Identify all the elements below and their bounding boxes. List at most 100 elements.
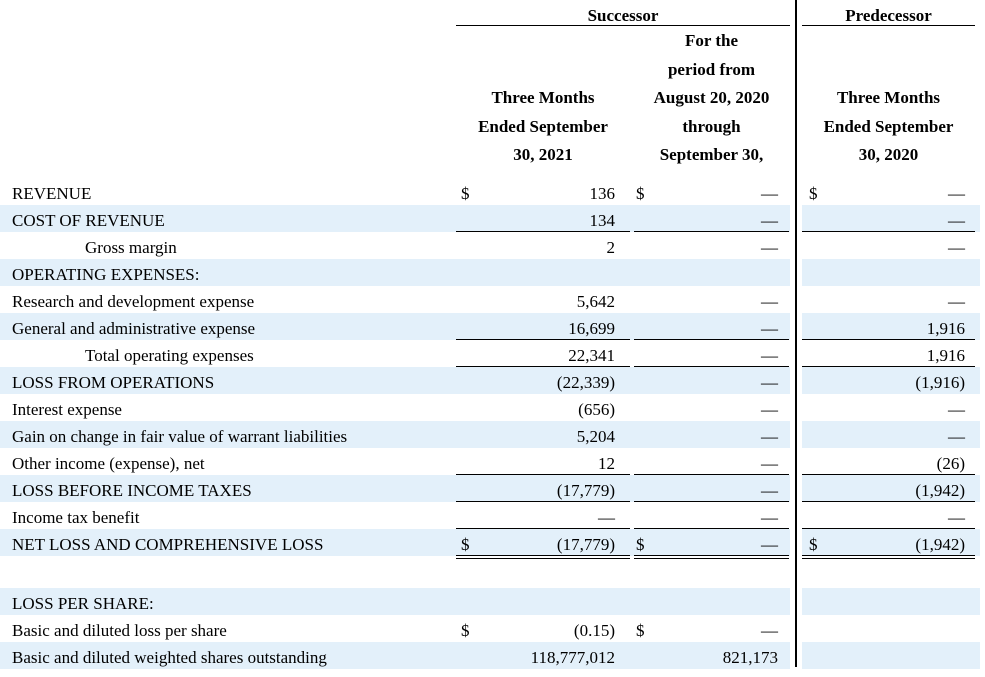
- cell-c3: (1,942): [915, 481, 965, 500]
- rule: [634, 339, 789, 340]
- cell-c1: 5,204: [576, 427, 615, 446]
- rule: [634, 474, 789, 475]
- currency-symbol: $: [636, 184, 645, 203]
- cell-c1: 22,341: [568, 346, 615, 365]
- cell-c3: —: [948, 211, 965, 230]
- rule: [802, 231, 975, 232]
- row-label: Research and development expense: [12, 292, 255, 311]
- currency-symbol: $: [461, 621, 470, 640]
- cell-c1: 118,777,012: [530, 648, 615, 667]
- table-row: REVENUE $ 136 $ — $ —: [0, 178, 980, 205]
- rule: [802, 501, 975, 502]
- currency-symbol: $: [461, 535, 470, 554]
- currency-symbol: $: [809, 535, 818, 554]
- cell-c1: 5,642: [576, 292, 615, 311]
- cell-c3: —: [948, 238, 965, 257]
- currency-symbol: $: [636, 535, 645, 554]
- double-rule: [802, 555, 975, 559]
- rule: [802, 339, 975, 340]
- table-row: Gain on change in fair value of warrant …: [0, 421, 980, 448]
- cell-c3: (26): [936, 454, 965, 473]
- double-rule: [634, 555, 789, 559]
- table-row: COST OF REVENUE 134 — —: [0, 205, 980, 232]
- table-row: General and administrative expense 16,69…: [0, 313, 980, 340]
- row-label: LOSS BEFORE INCOME TAXES: [12, 481, 252, 500]
- table-row: Total operating expenses 22,341 — 1,916: [0, 340, 980, 367]
- row-label: Gain on change in fair value of warrant …: [12, 427, 348, 446]
- table-row: Basic and diluted loss per share $ (0.15…: [0, 615, 980, 642]
- cell-c3: 1,916: [926, 319, 965, 338]
- table-row: LOSS BEFORE INCOME TAXES (17,779) — (1,9…: [0, 475, 980, 502]
- cell-c2: —: [761, 454, 778, 473]
- table-row: Other income (expense), net 12 — (26): [0, 448, 980, 475]
- row-label: Total operating expenses: [85, 346, 254, 365]
- rule: [456, 474, 630, 475]
- cell-c3: —: [948, 508, 965, 527]
- cell-c2: —: [761, 238, 778, 257]
- cell-c1: (0.15): [573, 621, 615, 640]
- rule: [634, 366, 789, 367]
- row-label: NET LOSS AND COMPREHENSIVE LOSS: [12, 535, 324, 554]
- cell-c2: —: [761, 319, 778, 338]
- cell-c2: 821,173: [722, 648, 778, 667]
- rule: [456, 501, 630, 502]
- currency-symbol: $: [636, 621, 645, 640]
- table-row: Gross margin 2 — —: [0, 232, 980, 259]
- cell-c2: —: [761, 184, 778, 203]
- cell-c1: (22,339): [556, 373, 615, 392]
- row-label: Gross margin: [85, 238, 177, 257]
- cell-c2: —: [761, 481, 778, 500]
- row-label: Income tax benefit: [12, 508, 140, 527]
- currency-symbol: $: [809, 184, 818, 203]
- col3-header: Three Months Ended September 30, 2020: [823, 88, 954, 164]
- table-row: Basic and diluted weighted shares outsta…: [0, 642, 980, 669]
- row-label: COST OF REVENUE: [12, 211, 165, 230]
- row-label: LOSS FROM OPERATIONS: [12, 373, 215, 392]
- double-rule: [456, 555, 630, 559]
- table-row: NET LOSS AND COMPREHENSIVE LOSS $ (17,77…: [0, 529, 980, 556]
- cell-c1: 136: [589, 184, 616, 203]
- period-separator: [795, 0, 797, 667]
- cell-c1: (17,779): [556, 481, 615, 500]
- row-label: Interest expense: [12, 400, 122, 419]
- section-label: OPERATING EXPENSES:: [12, 265, 200, 284]
- cell-c1: (656): [578, 400, 615, 419]
- cell-c1: 12: [598, 454, 615, 473]
- cell-c2: —: [761, 621, 778, 640]
- cell-c1: —: [598, 508, 615, 527]
- cell-c2: —: [761, 292, 778, 311]
- cell-c3: —: [948, 184, 965, 203]
- cell-c2: —: [761, 400, 778, 419]
- currency-symbol: $: [461, 184, 470, 203]
- rule: [456, 366, 630, 367]
- cell-c2: —: [761, 373, 778, 392]
- table-row: LOSS PER SHARE:: [0, 588, 980, 615]
- col1-header: Three Months Ended September 30, 2021: [478, 88, 608, 164]
- table-row: Interest expense (656) — —: [0, 394, 980, 421]
- rule: [634, 528, 789, 529]
- cell-c3: —: [948, 427, 965, 446]
- cell-c2: —: [761, 535, 778, 554]
- cell-c2: —: [761, 346, 778, 365]
- successor-header: Successor: [456, 7, 790, 26]
- table-row: LOSS FROM OPERATIONS (22,339) — (1,916): [0, 367, 980, 394]
- row-label: Basic and diluted loss per share: [12, 621, 227, 640]
- cell-c2: —: [761, 427, 778, 446]
- cell-c2: —: [761, 508, 778, 527]
- cell-c1: 16,699: [568, 319, 615, 338]
- rule: [456, 231, 630, 232]
- cell-c3: (1,942): [915, 535, 965, 554]
- cell-c2: —: [761, 211, 778, 230]
- rule: [634, 231, 789, 232]
- cell-c1: 2: [606, 238, 616, 257]
- table-row: OPERATING EXPENSES:: [0, 259, 980, 286]
- cell-c1: 134: [589, 211, 616, 230]
- rule: [634, 501, 789, 502]
- rule: [802, 474, 975, 475]
- rule: [802, 528, 975, 529]
- predecessor-header: Predecessor: [802, 7, 975, 26]
- table-row: Research and development expense 5,642 —…: [0, 286, 980, 313]
- row-label: Basic and diluted weighted shares outsta…: [12, 648, 327, 667]
- cell-c3: 1,916: [926, 346, 965, 365]
